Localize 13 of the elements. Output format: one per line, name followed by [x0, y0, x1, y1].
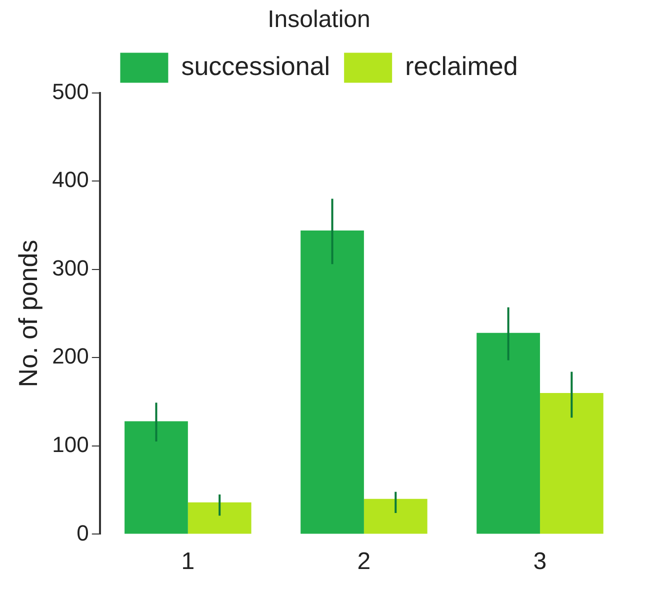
legend-label: successional: [181, 50, 330, 81]
legend-label: reclaimed: [405, 50, 518, 81]
x-tick-label: 3: [533, 548, 547, 576]
x-tick-label: 2: [357, 548, 371, 576]
y-tick-label: 300: [52, 255, 89, 280]
y-tick-label: 200: [52, 344, 89, 369]
y-tick-label: 500: [52, 78, 89, 104]
x-tick-label: 1: [181, 548, 195, 576]
y-tick-label: 0: [76, 520, 89, 546]
y-tick-label: 400: [52, 167, 89, 192]
y-tick-label: 100: [52, 432, 89, 457]
y-axis-title: No. of ponds: [12, 240, 43, 388]
chart-title: Insolation: [268, 6, 370, 34]
